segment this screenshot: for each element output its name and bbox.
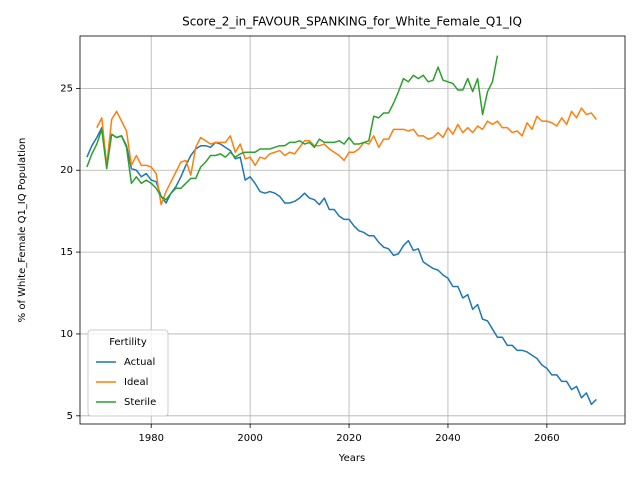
legend-title: Fertility [109, 337, 147, 348]
x-tick-label: 2020 [336, 433, 361, 444]
legend-label: Actual [124, 357, 155, 368]
y-tick-label: 10 [60, 329, 73, 340]
y-tick-label: 25 [60, 83, 73, 94]
y-tick-label: 5 [67, 411, 73, 422]
legend-label: Sterile [124, 397, 156, 408]
y-axis-label: % of White_Female Q1_IQ Population [17, 138, 28, 323]
x-tick-label: 2040 [435, 433, 460, 444]
x-tick-label: 2000 [237, 433, 262, 444]
plot-frame [79, 35, 626, 425]
y-tick-label: 20 [60, 165, 73, 176]
x-tick-label: 2060 [534, 433, 559, 444]
chart-title: Score_2_in_FAVOUR_SPANKING_for_White_Fem… [182, 15, 522, 29]
legend-box [87, 329, 169, 417]
legend-label: Ideal [124, 377, 148, 388]
x-tick-label: 1980 [138, 433, 163, 444]
series-line [96, 107, 597, 206]
y-tick-label: 15 [60, 247, 73, 258]
x-axis-label: Years [338, 453, 365, 464]
series-line [86, 55, 499, 201]
